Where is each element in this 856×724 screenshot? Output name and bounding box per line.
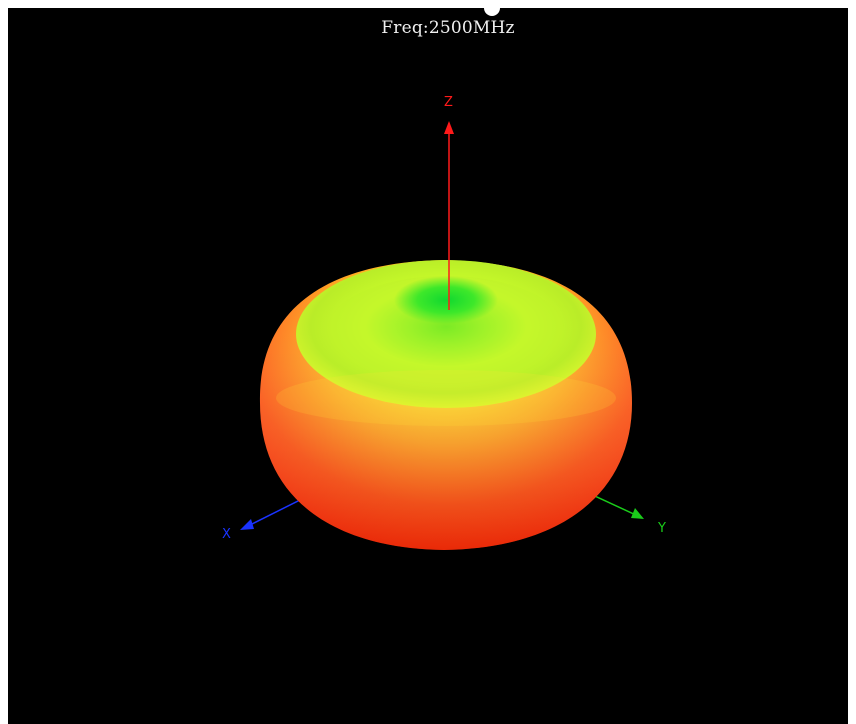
z-axis: Z <box>444 95 454 310</box>
radiation-pattern <box>259 260 632 550</box>
x-axis-label: X <box>222 527 231 542</box>
y-axis-label: Y <box>657 521 666 536</box>
z-axis-label: Z <box>444 95 453 110</box>
frequency-label: Freq:2500MHz <box>381 18 515 38</box>
pattern-viewport[interactable]: Freq:2500MHz <box>8 8 848 724</box>
rotation-handle[interactable] <box>484 8 500 16</box>
3d-scene[interactable]: X Y Z <box>8 8 848 724</box>
